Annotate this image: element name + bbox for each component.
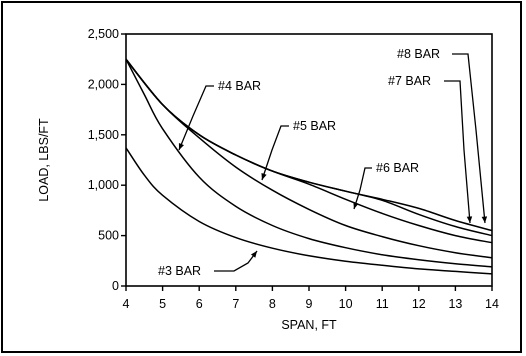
y-tick-label: 500: [98, 229, 119, 243]
y-tick-label: 0: [112, 279, 119, 293]
leader-line-bar7: [444, 80, 471, 224]
x-tick-label: 10: [339, 297, 353, 311]
y-tick-label: 2,000: [88, 77, 119, 91]
leader-arrow-bar4: [178, 143, 184, 150]
leader-line-bar3: [214, 250, 258, 272]
y-tick-label: 1,500: [88, 128, 119, 142]
x-tick-label: 13: [448, 297, 462, 311]
x-tick-label: 14: [485, 297, 499, 311]
y-axis-title: LOAD, LBS/FT: [37, 118, 51, 202]
leader-arrow-bar8: [481, 216, 488, 223]
x-tick-label: 6: [196, 297, 203, 311]
x-tick-label: 11: [376, 297, 389, 311]
leader-arrow-bar3: [250, 251, 257, 258]
x-tick-label: 8: [269, 297, 276, 311]
figure-frame: [1, 1, 522, 353]
series-label-bar3: #3 BAR: [158, 264, 201, 278]
leader-line-bar8: [452, 53, 486, 224]
leader-line-bar5: [261, 125, 289, 181]
series-label-bar4: #4 BAR: [218, 79, 261, 93]
leader-arrow-bar6: [353, 202, 359, 209]
series-label-bar8: #8 BAR: [397, 47, 440, 61]
series-label-bar7: #7 BAR: [388, 74, 431, 88]
series-line-bar6: [125, 58, 493, 244]
x-tick-label: 5: [159, 297, 166, 311]
x-tick-label: 12: [412, 297, 426, 311]
y-tick-label: 1,000: [88, 178, 119, 192]
leader-line-bar6: [353, 167, 372, 210]
x-tick-label: 7: [232, 297, 239, 311]
plot-area: [125, 33, 493, 287]
series-label-bar6: #6 BAR: [376, 161, 419, 175]
series-line-bar3: [125, 147, 493, 275]
leader-arrow-bar7: [466, 216, 473, 223]
series-label-bar5: #5 BAR: [293, 119, 336, 133]
series-line-bar5: [125, 58, 493, 259]
leader-line-bar4: [178, 85, 214, 151]
x-tick-label: 9: [306, 297, 313, 311]
x-tick-label: 4: [123, 297, 130, 311]
y-tick-label: 2,500: [88, 27, 119, 41]
x-axis-title: SPAN, FT: [281, 318, 337, 332]
leader-arrow-bar5: [261, 173, 267, 180]
series-line-bar4: [125, 58, 493, 268]
